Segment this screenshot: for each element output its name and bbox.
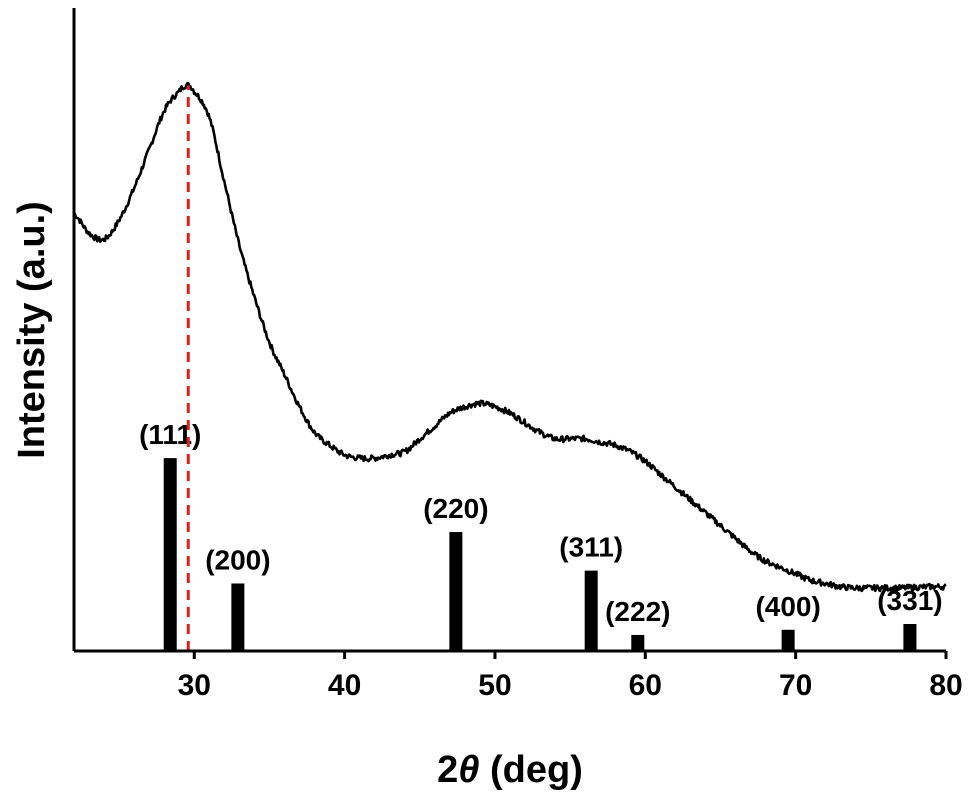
reference-bar-label: (200) <box>205 544 270 575</box>
y-axis-title: Intensity (a.u.) <box>11 201 53 459</box>
x-tick-label: 80 <box>929 669 962 702</box>
x-tick-label: 60 <box>629 669 662 702</box>
x-tick-label: 70 <box>779 669 812 702</box>
x-axis-title-prefix: 2 <box>437 749 458 791</box>
reference-bar <box>781 629 795 651</box>
reference-bar-label: (222) <box>605 596 670 627</box>
reference-bar <box>231 583 245 651</box>
reference-bar-labels: (111)(200)(220)(311)(222) (400) (331) <box>139 419 943 627</box>
x-axis-title-unit: (deg) <box>479 749 582 791</box>
x-tick-label: 30 <box>178 669 211 702</box>
reference-bar-label: (311) <box>559 532 623 563</box>
reference-bar <box>449 532 463 651</box>
x-tick-label: 50 <box>478 669 511 702</box>
x-axis-title: 2θ (deg) <box>437 749 583 791</box>
reference-bar <box>631 634 645 651</box>
x-tick-label: 40 <box>328 669 361 702</box>
x-axis-ticks: 30 40 50 60 70 80 <box>178 651 963 702</box>
reference-bar <box>903 623 917 651</box>
reference-bar-label: (400) <box>755 591 820 622</box>
reference-bars <box>163 458 917 651</box>
reference-bar <box>584 570 598 651</box>
reference-bar-label: (220) <box>423 493 488 524</box>
measured-pattern-line <box>73 81 947 593</box>
reference-bar-label: (111) <box>139 419 201 450</box>
reference-bar <box>163 458 177 651</box>
x-axis-title-theta: θ <box>458 749 479 791</box>
